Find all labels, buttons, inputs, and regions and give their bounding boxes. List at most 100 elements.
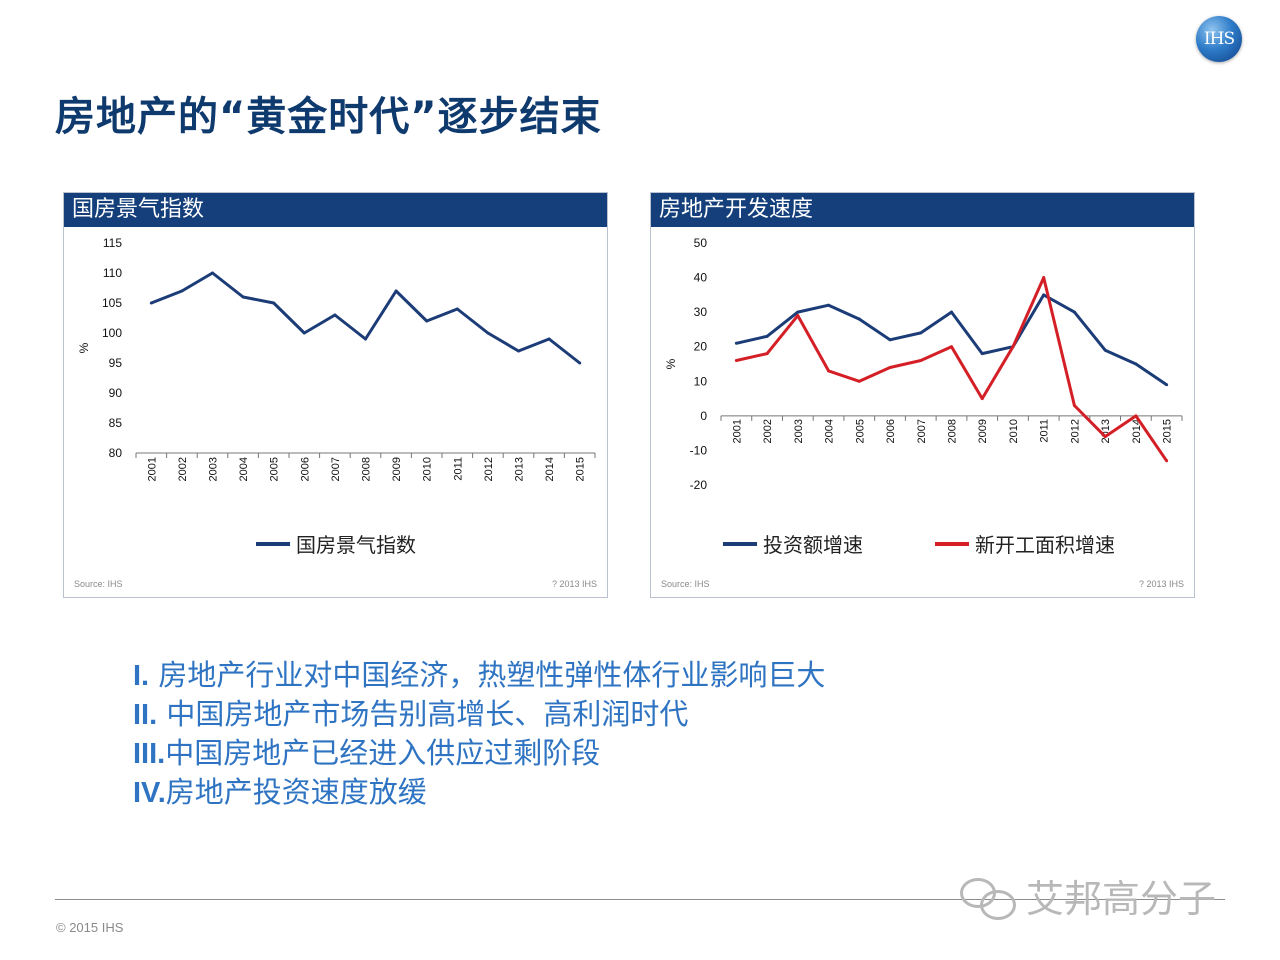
chart-panel-development: 房地产开发速度 -20 -10 0 10 20 30 40 50% 2001 2002 2003 20… (650, 192, 1195, 598)
bullet-number: II. (133, 699, 158, 731)
x-tick-label: 2007 (330, 457, 342, 481)
y-tick-label: 110 (103, 266, 122, 280)
x-tick-label: 2009 (391, 457, 403, 481)
chart-header: 国房景气指数 (64, 193, 607, 227)
data-point (425, 319, 429, 323)
y-tick-label: 95 (109, 356, 123, 370)
data-point (455, 307, 459, 311)
y-tick-label: 90 (109, 386, 123, 400)
data-point (1134, 414, 1138, 418)
x-tick-label: 2015 (1162, 419, 1174, 443)
footer-copyright: © 2015 IHS (56, 920, 124, 935)
x-tick-label: 2008 (361, 457, 373, 481)
data-point (302, 331, 306, 335)
y-tick-label: 115 (103, 236, 122, 250)
data-point (1072, 310, 1076, 314)
bullet-number: IV. (133, 777, 166, 809)
x-tick-label: 2003 (793, 419, 805, 443)
data-point (149, 301, 153, 305)
y-tick-label: 30 (694, 305, 708, 319)
x-tick-label: 2002 (762, 419, 774, 443)
bullet-item: IV.房地产投资速度放缓 (133, 773, 825, 812)
data-point (1165, 383, 1169, 387)
development-speed-chart: -20 -10 0 10 20 30 40 50% 2001 2002 2003 2004 2005 20… (664, 236, 1183, 492)
chart-copyright: ? 2013 IHS (1138, 579, 1184, 589)
y-tick-label: 100 (102, 326, 122, 340)
bullet-item: I. 房地产行业对中国经济，热塑性弹性体行业影响巨大 (133, 656, 825, 695)
housing-index-chart: 80 85 90 95 100 105 110 115% 2001 2002 2003 2004 200… (77, 236, 596, 481)
x-tick-label: 2012 (483, 457, 495, 481)
y-axis-label: % (664, 358, 678, 369)
x-tick-label: 2005 (269, 457, 281, 481)
x-tick-label: 2001 (731, 419, 743, 443)
x-tick-label: 2002 (177, 457, 189, 481)
x-tick-label: 2009 (977, 419, 989, 443)
data-point (919, 359, 923, 363)
data-point (1165, 459, 1169, 463)
data-point (919, 331, 923, 335)
y-tick-label: -10 (690, 443, 708, 457)
chart-copyright: ? 2013 IHS (551, 579, 597, 589)
bullet-text: 房地产投资速度放缓 (165, 775, 427, 809)
bullet-number: III. (133, 738, 166, 770)
data-point (272, 301, 276, 305)
bullet-text: 中国房地产市场告别高增长、高利润时代 (166, 697, 689, 731)
x-tick-label: 2011 (452, 457, 464, 481)
legend-label: 投资额增速 (763, 533, 863, 557)
data-point (180, 289, 184, 293)
chart-legend: 国房景气指数 (256, 529, 416, 558)
data-point (211, 271, 214, 275)
data-point (364, 337, 367, 341)
legend-swatch (935, 541, 969, 546)
data-point (980, 397, 984, 401)
x-tick-label: 2010 (422, 457, 434, 481)
y-tick-label: 80 (109, 446, 123, 460)
data-point (827, 369, 831, 373)
ihs-logo: IHS (1196, 16, 1242, 62)
bullet-text: 房地产行业对中国经济，热塑性弹性体行业影响巨大 (158, 658, 826, 692)
data-point (578, 361, 582, 365)
bullet-number: I. (133, 660, 150, 692)
data-point (950, 310, 953, 314)
chart-source: Source: IHS (74, 579, 123, 589)
data-point (517, 349, 520, 353)
data-point (1103, 435, 1107, 439)
data-point (1134, 362, 1138, 366)
data-point (857, 317, 861, 321)
data-point (734, 359, 738, 363)
y-tick-label: -20 (690, 478, 708, 492)
chart-legend: 投资额增速 新开工面积增速 (723, 529, 1115, 558)
data-point (796, 314, 800, 318)
x-tick-label: 2012 (1069, 419, 1081, 443)
x-tick-label: 2014 (1131, 419, 1143, 443)
data-point (1042, 293, 1046, 297)
y-tick-label: 85 (109, 416, 123, 430)
x-tick-label: 2004 (238, 457, 250, 481)
data-point (950, 345, 953, 349)
data-point (486, 331, 490, 335)
legend-swatch (723, 541, 757, 546)
chart-header: 房地产开发速度 (651, 193, 1194, 227)
chart-panel-index: 国房景气指数 80 85 90 95 100 105 110 115% 2001 2002 2003… (63, 192, 608, 598)
data-point (980, 352, 984, 356)
series-line (736, 293, 1168, 386)
x-tick-label: 2008 (947, 419, 959, 443)
slide-title: 房地产的“黄金时代”逐步结束 (55, 94, 602, 140)
y-tick-label: 105 (102, 296, 122, 310)
watermark: 艾邦高分子 (960, 868, 1216, 923)
data-point (1042, 276, 1046, 280)
y-tick-label: 40 (694, 271, 708, 285)
wechat-icon (960, 874, 1018, 920)
watermark-text: 艾邦高分子 (1026, 877, 1217, 921)
bullet-item: III.中国房地产已经进入供应过剩阶段 (133, 734, 825, 773)
data-point (734, 341, 738, 345)
data-point (857, 379, 861, 383)
x-tick-label: 2001 (146, 457, 158, 481)
x-tick-label: 2003 (208, 457, 220, 481)
y-tick-label: 20 (694, 340, 708, 354)
data-point (333, 313, 337, 317)
series-line (150, 271, 581, 365)
footer-divider (55, 899, 1225, 900)
bullet-text: 中国房地产已经进入供应过剩阶段 (165, 736, 601, 770)
chart-source: Source: IHS (661, 579, 710, 589)
